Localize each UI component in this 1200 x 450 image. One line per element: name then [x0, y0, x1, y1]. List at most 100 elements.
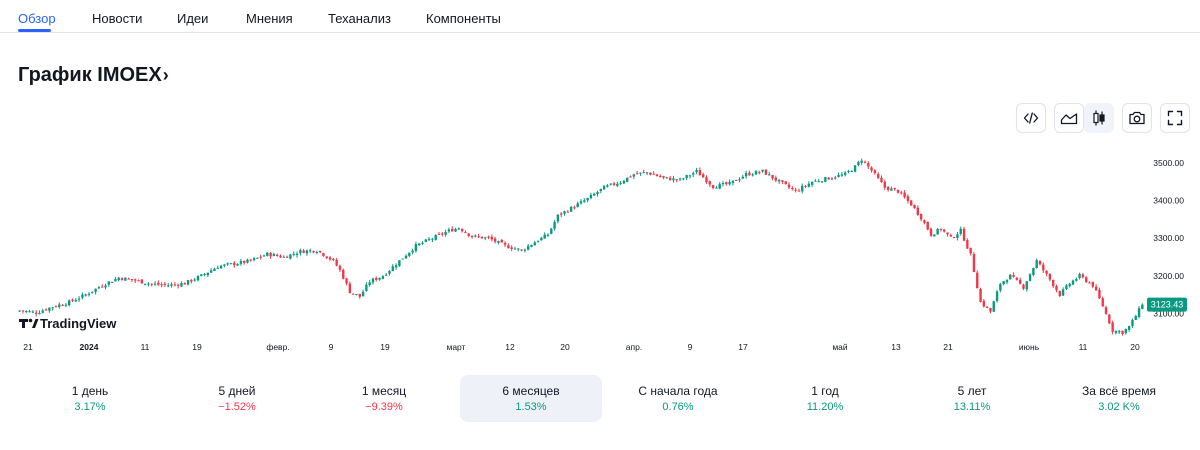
chart-title-link[interactable]: График IMOEX› — [18, 64, 169, 87]
candle — [622, 179, 626, 185]
candle — [837, 172, 840, 178]
candle — [890, 186, 893, 191]
candle — [685, 174, 688, 181]
candle — [896, 189, 900, 194]
candle — [956, 231, 959, 241]
candle — [193, 278, 196, 282]
candle — [919, 213, 923, 222]
candle — [883, 179, 886, 191]
candle — [678, 177, 682, 182]
candle — [120, 277, 124, 281]
snapshot-button[interactable] — [1122, 103, 1152, 133]
candle — [721, 181, 725, 187]
candle — [863, 160, 867, 164]
candle — [801, 183, 804, 194]
candle — [94, 288, 97, 295]
candle — [276, 253, 279, 257]
area-chart-button[interactable] — [1054, 103, 1084, 133]
candle — [536, 240, 540, 243]
period-1-month[interactable]: 1 месяц −9.39% — [313, 375, 455, 422]
fullscreen-icon — [1167, 110, 1183, 126]
period-6-months[interactable]: 6 месяцев 1.53% — [460, 375, 602, 422]
candle — [969, 247, 972, 256]
price-tick-label: 3300.00 — [1153, 233, 1184, 243]
candle — [688, 174, 692, 179]
candle — [735, 179, 738, 181]
candle — [25, 310, 28, 314]
candlestick-chart-button[interactable] — [1084, 103, 1114, 133]
candle — [434, 234, 437, 241]
candle — [972, 252, 976, 273]
tab-components[interactable]: Компоненты — [426, 11, 501, 26]
candle — [668, 175, 672, 181]
tab-overview[interactable]: Обзор — [18, 11, 56, 26]
time-tick-label: май — [832, 342, 848, 352]
candle — [526, 243, 530, 251]
candle — [368, 279, 371, 287]
candle — [114, 276, 117, 282]
candle — [140, 279, 144, 284]
candle — [153, 281, 157, 286]
period-5-years[interactable]: 5 лет 13.11% — [901, 375, 1043, 422]
candle — [1131, 318, 1134, 328]
candles — [18, 158, 1144, 336]
candle — [995, 289, 999, 303]
embed-code-button[interactable] — [1016, 103, 1046, 133]
candle — [1141, 303, 1144, 310]
candle — [378, 277, 381, 281]
period-ytd[interactable]: С начала года 0.76% — [607, 375, 749, 422]
time-tick-label: июнь — [1019, 342, 1040, 352]
candle — [216, 265, 219, 269]
candle — [213, 267, 216, 272]
candle — [1055, 284, 1058, 293]
period-label: 6 месяцев — [502, 384, 560, 398]
candle — [1114, 330, 1118, 335]
tab-news[interactable]: Новости — [92, 11, 143, 26]
candle — [163, 282, 167, 288]
candle — [292, 251, 295, 257]
period-1-year[interactable]: 1 год 11.20% — [754, 375, 896, 422]
candle — [302, 248, 305, 254]
candle — [814, 179, 817, 182]
candle — [725, 181, 728, 186]
period-all-time[interactable]: За всё время 3.02 K% — [1048, 375, 1190, 422]
price-chart[interactable]: 3100.00 3200.00 3300.00 3400.00 3500.00 3123… — [0, 140, 1200, 360]
candle — [1127, 325, 1131, 332]
candle — [708, 180, 711, 187]
time-tick-label: 11 — [141, 342, 150, 352]
time-tick-label: 21 — [23, 342, 33, 352]
candle — [279, 254, 282, 258]
time-tick-label: 19 — [192, 342, 202, 352]
candle — [662, 175, 665, 180]
candle — [351, 293, 355, 295]
candle — [728, 179, 731, 186]
candle — [130, 279, 134, 282]
candle — [451, 226, 454, 232]
candle — [923, 219, 926, 225]
candle — [635, 170, 639, 175]
candle — [903, 190, 906, 199]
fullscreen-button[interactable] — [1160, 103, 1190, 133]
candle — [21, 310, 25, 314]
candle — [507, 243, 510, 249]
candle — [843, 170, 847, 177]
last-price-label: 3123.43 — [1151, 300, 1184, 310]
tab-ideas[interactable]: Идеи — [177, 11, 209, 26]
period-5-days[interactable]: 5 дней −1.52% — [166, 375, 308, 422]
candle — [1137, 306, 1141, 319]
candle — [649, 172, 652, 176]
time-tick-label: март — [446, 342, 465, 352]
period-1-day[interactable]: 1 день 3.17% — [19, 375, 161, 422]
candle — [1015, 276, 1019, 281]
candle — [1012, 272, 1015, 278]
period-change: 0.76% — [662, 401, 694, 413]
candle — [104, 283, 107, 290]
candle — [1081, 272, 1085, 279]
time-tick-label: 19 — [380, 342, 390, 352]
tab-technicals[interactable]: Теханализ — [328, 11, 391, 26]
candle — [774, 175, 778, 183]
tab-opinions[interactable]: Мнения — [246, 11, 293, 26]
candle — [388, 270, 391, 276]
candle — [946, 232, 949, 237]
candle — [1098, 287, 1101, 300]
